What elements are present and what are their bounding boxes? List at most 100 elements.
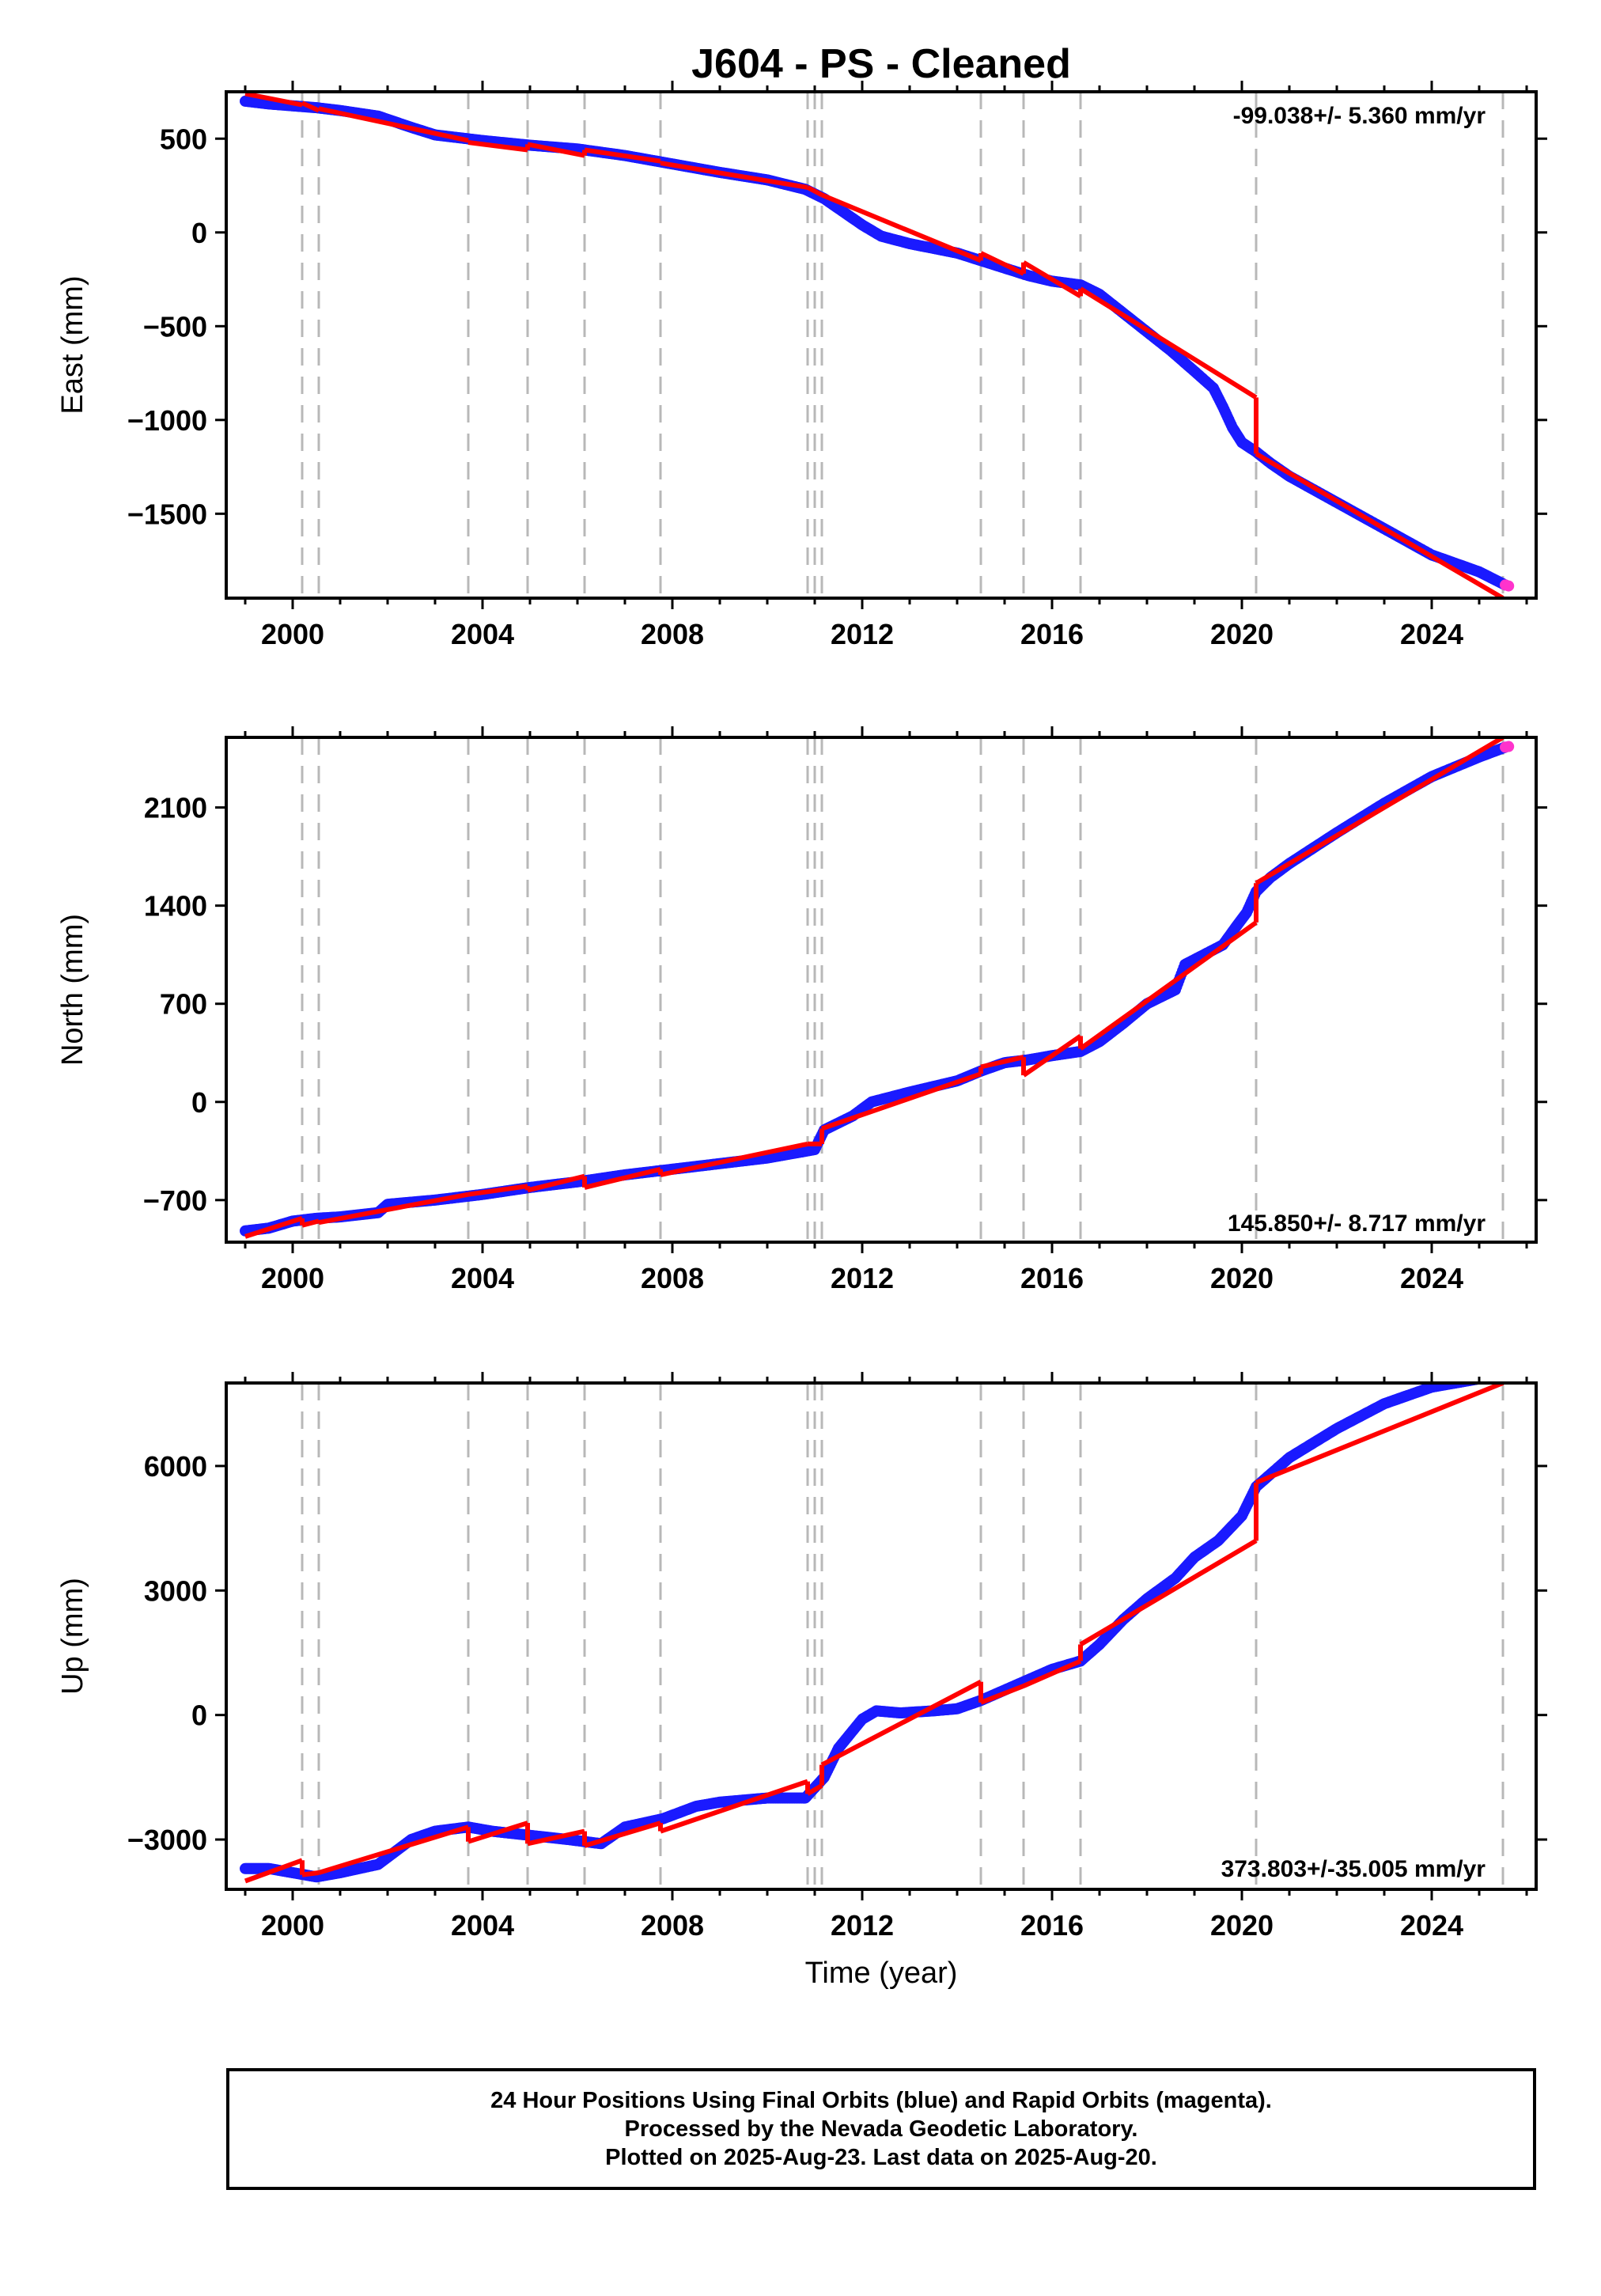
final-orbit-point <box>1497 1370 1508 1381</box>
x-tick-label: 2008 <box>641 618 704 650</box>
y-tick-label: 3000 <box>144 1574 207 1607</box>
final-orbit-points <box>240 1370 1511 1883</box>
plot-area <box>240 92 1515 598</box>
final-orbit-point <box>1486 1371 1497 1382</box>
model-segment <box>980 1055 1024 1070</box>
footer-line-2: Processed by the Nevada Geodetic Laborat… <box>624 2116 1138 2142</box>
y-tick-label: −500 <box>143 310 207 343</box>
model-segment <box>301 100 320 113</box>
x-tick-label: 2012 <box>831 618 894 650</box>
model-segment <box>527 1828 585 1847</box>
velocity-label: 373.803+/-35.005 mm/yr <box>1221 1856 1486 1882</box>
model-segment <box>318 106 469 143</box>
x-tick-label: 2016 <box>1020 1909 1084 1942</box>
model-segment <box>1079 1538 1258 1647</box>
panel-north: 2000 2004 2008 2012 2016 2020 2024 2100 1400 700 0… <box>56 726 1547 1294</box>
model-segment <box>527 1173 585 1193</box>
final-orbit-point <box>1494 1370 1505 1381</box>
y-tick-label: −1000 <box>127 404 207 437</box>
y-tick-label: −3000 <box>127 1824 207 1856</box>
panel-frame <box>225 90 1538 600</box>
rapid-orbit-point <box>1503 580 1515 592</box>
model-segment <box>467 140 528 153</box>
x-tick-label: 2008 <box>641 1262 704 1294</box>
final-orbit-point <box>1490 1370 1501 1381</box>
x-tick-label: 2020 <box>1210 618 1274 650</box>
panels-group: 2000 2004 2008 2012 2016 2020 2024 500 0 −500 −100… <box>56 81 1547 1990</box>
model-segment <box>1022 1658 1082 1688</box>
x-tick-label: 2020 <box>1210 1909 1274 1942</box>
final-orbit-point <box>1500 1370 1511 1381</box>
panel-up: 2000 2004 2008 2012 2016 2020 2024 6000 3000 0 −30… <box>56 1369 1547 1990</box>
x-tick-label: 2024 <box>1400 1909 1463 1942</box>
y-tick-label: −700 <box>143 1184 207 1217</box>
model-segment <box>660 1779 808 1834</box>
final-orbit-point <box>1485 1372 1496 1383</box>
y-axis-label: Up (mm) <box>56 1578 89 1695</box>
y-tick-label: 6000 <box>144 1450 207 1483</box>
y-tick-label: 1400 <box>144 890 207 923</box>
final-orbit-points <box>240 741 1511 1237</box>
final-orbit-point <box>1483 1372 1494 1383</box>
y-tick-label: 500 <box>160 123 207 155</box>
final-orbit-point <box>1487 1371 1498 1382</box>
model-segment <box>1255 1383 1504 1485</box>
model-segment <box>1022 260 1082 298</box>
y-tick-label: 700 <box>160 988 207 1021</box>
y-tick-label: 2100 <box>144 792 207 824</box>
rapid-orbit-point <box>1503 741 1515 752</box>
model-segment <box>1079 286 1258 400</box>
model-segment <box>1022 1034 1082 1078</box>
y-axis-label: East (mm) <box>56 275 89 414</box>
model-segment <box>1255 737 1504 885</box>
panel-frame <box>225 736 1538 1244</box>
plot-area <box>240 1369 1514 1889</box>
model-segment <box>806 185 823 198</box>
y-axis-label: North (mm) <box>56 914 89 1066</box>
model-segment <box>244 1216 303 1239</box>
y-tick-label: −1500 <box>127 498 207 530</box>
model-segment <box>584 1166 661 1190</box>
model-segment <box>1079 920 1258 1051</box>
model-segment <box>467 1184 528 1197</box>
footer-line-3: Plotted on 2025-Aug-23. Last data on 202… <box>605 2145 1157 2170</box>
model-segment <box>584 1821 661 1848</box>
x-tick-label: 2004 <box>451 1909 514 1942</box>
model-segment <box>1255 451 1504 598</box>
x-tick-label: 2000 <box>261 618 324 650</box>
velocity-label: -99.038+/- 5.360 mm/yr <box>1233 103 1486 129</box>
model-segment <box>660 1141 808 1177</box>
model-segment <box>467 1821 528 1844</box>
final-orbit-point <box>1495 1370 1506 1381</box>
model-segment <box>318 1824 469 1875</box>
model-segment <box>301 1218 320 1228</box>
model-segment <box>979 251 1025 276</box>
panel-east: 2000 2004 2008 2012 2016 2020 2024 500 0 −500 −100… <box>56 81 1547 650</box>
x-axis-label: Time (year) <box>805 1957 958 1990</box>
panel-frame <box>225 1381 1538 1891</box>
rapid-orbit-point <box>1503 1369 1514 1380</box>
x-tick-label: 2008 <box>641 1909 704 1942</box>
x-tick-label: 2024 <box>1400 618 1463 650</box>
y-tick-label: 0 <box>191 1699 207 1732</box>
model-segment <box>979 1684 1025 1705</box>
x-tick-label: 2024 <box>1400 1262 1463 1294</box>
plot-area <box>240 737 1515 1242</box>
x-tick-label: 2000 <box>261 1262 324 1294</box>
final-orbit-point <box>1492 1370 1503 1381</box>
model-segment <box>244 92 303 108</box>
model-segment <box>820 1680 982 1767</box>
model-segment <box>821 1071 982 1131</box>
final-orbit-points <box>240 95 1511 591</box>
footer-box: 24 Hour Positions Using Final Orbits (bl… <box>226 2068 1536 2190</box>
x-tick-label: 2012 <box>831 1262 894 1294</box>
x-tick-label: 2020 <box>1210 1262 1274 1294</box>
x-tick-label: 2000 <box>261 1909 324 1942</box>
model-segment <box>660 161 808 190</box>
rapid-orbit-point <box>1500 1370 1511 1381</box>
chart-title: J604 - PS - Cleaned <box>691 41 1071 87</box>
final-orbit-point <box>1497 1370 1508 1381</box>
x-tick-label: 2016 <box>1020 618 1084 650</box>
x-tick-label: 2016 <box>1020 1262 1084 1294</box>
